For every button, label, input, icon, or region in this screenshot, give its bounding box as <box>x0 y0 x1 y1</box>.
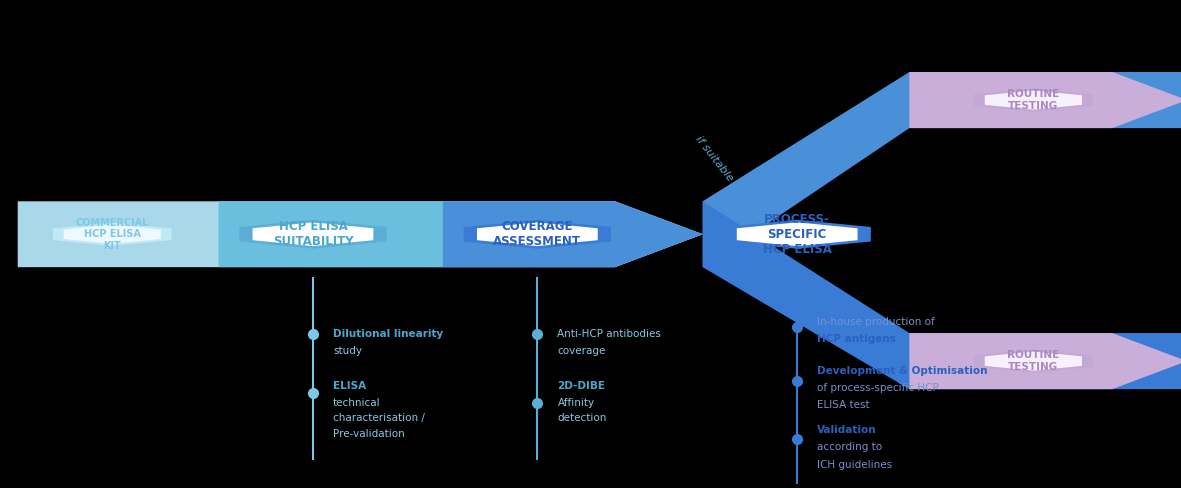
Text: Development & Optimisation: Development & Optimisation <box>817 366 987 376</box>
Polygon shape <box>985 351 1082 371</box>
Polygon shape <box>218 201 703 267</box>
Polygon shape <box>240 220 386 249</box>
Text: ROUTINE
TESTING: ROUTINE TESTING <box>1007 350 1059 372</box>
Text: ROUTINE
TESTING: ROUTINE TESTING <box>1007 89 1059 111</box>
Polygon shape <box>909 333 1181 389</box>
Text: detection: detection <box>557 413 607 423</box>
Text: of process-specific HCP: of process-specific HCP <box>817 383 939 393</box>
Polygon shape <box>974 88 1092 112</box>
Text: according to: according to <box>817 443 882 452</box>
Polygon shape <box>18 201 703 267</box>
Polygon shape <box>477 223 598 246</box>
Text: HCP antigens: HCP antigens <box>817 334 896 344</box>
Polygon shape <box>464 220 611 249</box>
Text: ELISA test: ELISA test <box>817 400 870 410</box>
Text: if suitable: if suitable <box>693 134 736 183</box>
Polygon shape <box>737 223 857 246</box>
Text: Validation: Validation <box>817 426 876 435</box>
Text: Pre-validation: Pre-validation <box>333 429 405 439</box>
Text: coverage: coverage <box>557 346 606 356</box>
Text: Dilutional linearity: Dilutional linearity <box>333 329 443 339</box>
Text: COVERAGE
ASSESSMENT: COVERAGE ASSESSMENT <box>494 220 581 248</box>
Text: study: study <box>333 346 363 356</box>
Polygon shape <box>703 72 1181 267</box>
Polygon shape <box>985 90 1082 110</box>
Polygon shape <box>253 223 373 246</box>
Polygon shape <box>64 224 161 244</box>
Polygon shape <box>53 223 171 246</box>
Polygon shape <box>703 201 1181 389</box>
Text: ELISA: ELISA <box>333 381 366 390</box>
Text: In-house production of: In-house production of <box>817 317 935 327</box>
Text: technical: technical <box>333 398 380 407</box>
Polygon shape <box>724 220 870 249</box>
Text: PROCESS-
SPECIFIC
HCP ELISA: PROCESS- SPECIFIC HCP ELISA <box>763 213 831 256</box>
Text: 2D-DIBE: 2D-DIBE <box>557 381 606 390</box>
Text: Affinity: Affinity <box>557 398 594 407</box>
Text: ICH guidelines: ICH guidelines <box>817 460 893 469</box>
Text: Anti-HCP antibodies: Anti-HCP antibodies <box>557 329 661 339</box>
Text: COMMERCIAL
HCP ELISA
KIT: COMMERCIAL HCP ELISA KIT <box>76 218 149 251</box>
Polygon shape <box>443 201 703 267</box>
Text: characterisation /: characterisation / <box>333 413 425 423</box>
Polygon shape <box>974 349 1092 373</box>
Polygon shape <box>909 72 1181 128</box>
Text: HCP ELISA
SUITABILITY: HCP ELISA SUITABILITY <box>273 220 353 248</box>
